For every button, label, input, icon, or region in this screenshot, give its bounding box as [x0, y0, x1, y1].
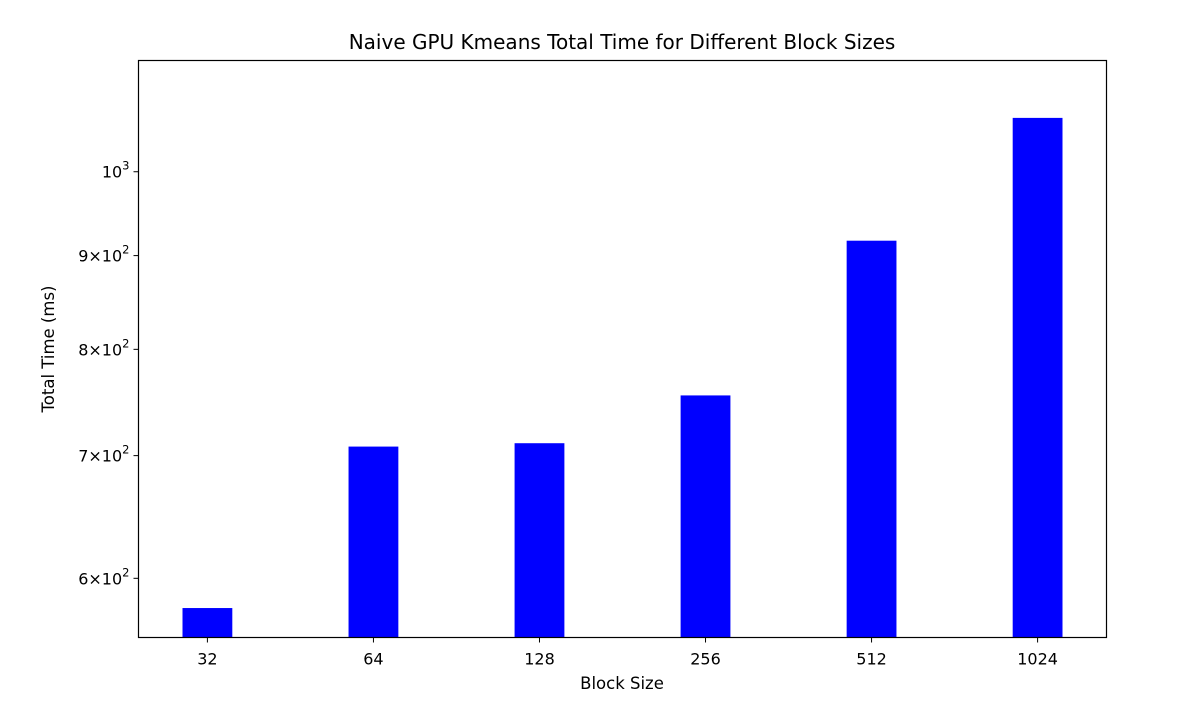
y-axis-label: Total Time (ms)	[39, 286, 58, 414]
y-tick-label: 9×102	[78, 243, 129, 266]
bar-64	[348, 446, 399, 638]
bar-512	[846, 240, 897, 638]
bar-32	[182, 608, 233, 638]
x-axis-label: Block Size	[580, 674, 664, 693]
x-axis-ticks: 32 64 128 256 512 1024	[197, 637, 1058, 669]
chart-title: Naive GPU Kmeans Total Time for Differen…	[349, 30, 896, 54]
y-tick-label: 103	[102, 159, 130, 182]
x-tick-label: 128	[524, 650, 555, 669]
x-tick-label: 32	[197, 650, 217, 669]
x-tick-label: 256	[690, 650, 721, 669]
x-tick-label: 64	[363, 650, 383, 669]
bar-1024	[1012, 117, 1063, 638]
y-tick-label: 7×102	[78, 443, 129, 466]
x-tick-label: 512	[856, 650, 887, 669]
plot-area-frame	[137, 59, 1108, 639]
x-tick-label: 1024	[1017, 650, 1058, 669]
y-tick-label: 8×102	[78, 336, 129, 359]
bars-group	[182, 117, 1063, 638]
y-axis-ticks: 6×102 7×102 8×102 9×102 103	[78, 159, 139, 588]
bar-256	[680, 395, 731, 638]
bar-128	[514, 443, 565, 638]
y-tick-label: 6×102	[78, 565, 129, 588]
